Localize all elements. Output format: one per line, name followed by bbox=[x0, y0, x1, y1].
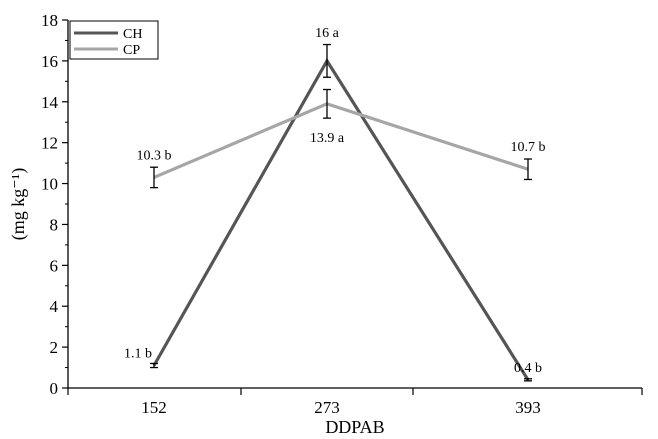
y-tick-label: 6 bbox=[50, 256, 59, 275]
y-tick-label: 8 bbox=[50, 215, 59, 234]
y-tick-label: 2 bbox=[50, 338, 59, 357]
y-tick-label: 18 bbox=[41, 11, 58, 30]
y-axis-title: (mg kg⁻¹) bbox=[8, 168, 29, 240]
data-label: 13.9 a bbox=[310, 131, 345, 146]
y-ticks: 0 2 4 6 8 10 12 14 16 18 bbox=[41, 11, 68, 398]
legend-label: CP bbox=[123, 43, 140, 58]
data-label: 1.1 b bbox=[124, 347, 152, 362]
data-label: 10.7 b bbox=[511, 140, 546, 155]
series-CH: 1.1 b 16 a 0.4 b bbox=[124, 26, 542, 382]
y-tick-label: 10 bbox=[41, 175, 58, 194]
y-tick-label: 12 bbox=[41, 134, 58, 153]
axes bbox=[67, 20, 642, 389]
x-axis-title: DDPAB bbox=[325, 417, 384, 437]
y-tick-label: 4 bbox=[50, 297, 59, 316]
data-label: 16 a bbox=[315, 26, 340, 41]
x-tick-label: 273 bbox=[314, 398, 340, 417]
legend-box bbox=[69, 20, 159, 60]
series-layer: 1.1 b 16 a 0.4 b 10.3 b 13.9 a 10.7 b bbox=[124, 26, 546, 382]
series-CP: 10.3 b 13.9 a 10.7 b bbox=[137, 88, 546, 189]
x-tick-label: 393 bbox=[515, 398, 541, 417]
x-tick-label: 152 bbox=[141, 398, 167, 417]
x-ticks: 152 273 393 bbox=[67, 388, 643, 417]
data-label: 0.4 b bbox=[514, 361, 542, 376]
y-tick-label: 0 bbox=[50, 379, 59, 398]
data-label: 10.3 b bbox=[137, 148, 172, 163]
legend-label: CH bbox=[123, 27, 142, 42]
y-tick-label: 14 bbox=[41, 93, 59, 112]
y-tick-label: 16 bbox=[41, 52, 58, 71]
